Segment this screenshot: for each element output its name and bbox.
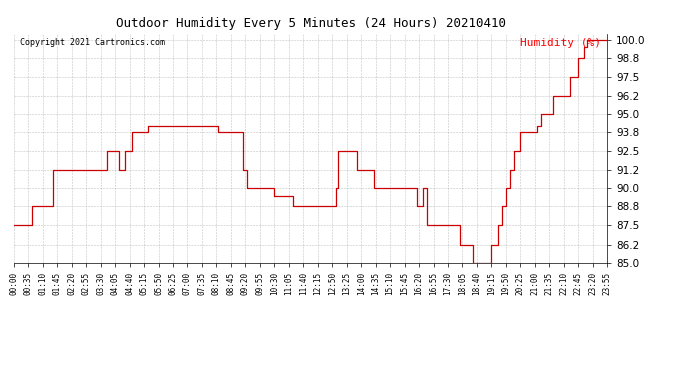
Title: Outdoor Humidity Every 5 Minutes (24 Hours) 20210410: Outdoor Humidity Every 5 Minutes (24 Hou… xyxy=(115,17,506,30)
Text: Copyright 2021 Cartronics.com: Copyright 2021 Cartronics.com xyxy=(20,38,165,47)
Text: Humidity (%): Humidity (%) xyxy=(520,38,601,48)
